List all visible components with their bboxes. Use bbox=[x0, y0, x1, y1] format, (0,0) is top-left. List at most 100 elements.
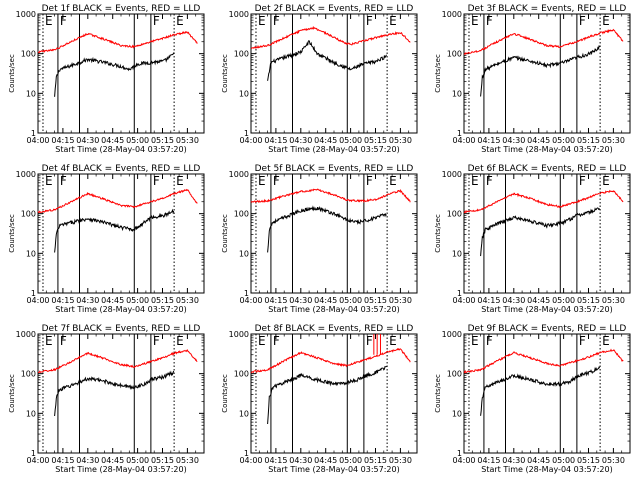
y-tick-label: 1 bbox=[31, 129, 36, 138]
events-trace bbox=[267, 205, 387, 253]
lld-trace bbox=[250, 348, 411, 374]
x-tick-label: 04:30 bbox=[502, 136, 525, 145]
y-tick-label: 1000 bbox=[16, 10, 36, 19]
y-axis-label: Counts/sec bbox=[434, 374, 442, 413]
y-tick-label: 100 bbox=[447, 210, 462, 219]
x-tick-label: 04:15 bbox=[51, 456, 74, 465]
chart-title: Det 8f BLACK = Events, RED = LLD bbox=[255, 324, 414, 334]
flag-label-e: E bbox=[176, 14, 184, 28]
y-tick-label: 1000 bbox=[442, 330, 462, 339]
flag-label-f: F bbox=[60, 334, 67, 348]
flag-label-e: E bbox=[258, 14, 266, 28]
y-axis-label: Counts/sec bbox=[8, 374, 16, 413]
x-axis-label: Start Time (28-May-04 03:57:20) bbox=[268, 145, 399, 154]
x-tick-label: 04:45 bbox=[314, 296, 337, 305]
chart-title: Det 6f BLACK = Events, RED = LLD bbox=[468, 164, 627, 174]
y-tick-label: 10 bbox=[452, 89, 462, 98]
flag-label-e: E bbox=[471, 174, 479, 188]
y-tick-label: 1 bbox=[244, 289, 249, 298]
chart-title: Det 7f BLACK = Events, RED = LLD bbox=[42, 324, 201, 334]
chart-title: Det 2f BLACK = Events, RED = LLD bbox=[255, 4, 414, 14]
y-tick-label: 100 bbox=[234, 50, 249, 59]
x-tick-label: 04:45 bbox=[527, 296, 550, 305]
y-tick-label: 1 bbox=[31, 449, 36, 458]
y-axis-label: Counts/sec bbox=[221, 374, 229, 413]
flag-label-e: E bbox=[258, 334, 266, 348]
x-tick-label: 05:00 bbox=[339, 456, 362, 465]
x-tick-label: 05:15 bbox=[577, 456, 600, 465]
flag-label-e: E bbox=[45, 334, 53, 348]
flag-label-e: E bbox=[471, 14, 479, 28]
flag-label-f: F bbox=[60, 14, 67, 28]
y-tick-label: 100 bbox=[447, 50, 462, 59]
y-tick-label: 10 bbox=[239, 249, 249, 258]
x-tick-label: 04:30 bbox=[289, 456, 312, 465]
x-tick-label: 05:15 bbox=[364, 136, 387, 145]
y-tick-label: 10 bbox=[239, 89, 249, 98]
flag-label-f: F bbox=[579, 174, 586, 188]
x-tick-label: 04:00 bbox=[26, 136, 49, 145]
x-tick-label: 04:00 bbox=[26, 456, 49, 465]
x-tick-label: 05:15 bbox=[364, 456, 387, 465]
flag-label-f: F bbox=[579, 14, 586, 28]
y-tick-label: 10 bbox=[26, 249, 36, 258]
y-tick-label: 100 bbox=[21, 210, 36, 219]
plot-frame bbox=[250, 13, 418, 134]
y-tick-label: 100 bbox=[21, 50, 36, 59]
flag-label-f: F bbox=[486, 14, 493, 28]
chart-title: Det 5f BLACK = Events, RED = LLD bbox=[255, 164, 414, 174]
x-tick-label: 04:45 bbox=[314, 136, 337, 145]
x-tick-label: 04:15 bbox=[477, 136, 500, 145]
y-tick-label: 10 bbox=[452, 249, 462, 258]
lld-trace bbox=[250, 25, 411, 50]
x-tick-label: 05:00 bbox=[552, 296, 575, 305]
flag-label-f: F bbox=[366, 334, 373, 348]
x-tick-label: 04:30 bbox=[76, 456, 99, 465]
y-tick-label: 10 bbox=[26, 89, 36, 98]
x-tick-label: 04:45 bbox=[101, 296, 124, 305]
x-tick-label: 05:15 bbox=[364, 296, 387, 305]
x-tick-label: 04:15 bbox=[264, 136, 287, 145]
flag-label-e: E bbox=[389, 334, 397, 348]
y-tick-label: 1 bbox=[457, 129, 462, 138]
x-tick-label: 04:30 bbox=[502, 296, 525, 305]
x-tick-label: 04:45 bbox=[101, 456, 124, 465]
x-tick-label: 05:30 bbox=[602, 456, 625, 465]
x-tick-label: 05:15 bbox=[577, 296, 600, 305]
x-tick-label: 04:30 bbox=[289, 296, 312, 305]
x-axis-label: Start Time (28-May-04 03:57:20) bbox=[268, 465, 399, 474]
y-tick-label: 1000 bbox=[442, 170, 462, 179]
y-tick-label: 1 bbox=[457, 289, 462, 298]
y-axis-label: Counts/sec bbox=[8, 54, 16, 93]
x-tick-label: 04:00 bbox=[239, 136, 262, 145]
y-tick-label: 100 bbox=[21, 370, 36, 379]
events-trace bbox=[267, 40, 387, 81]
chart-panel-3: Det 3f BLACK = Events, RED = LLD Counts/s… bbox=[434, 4, 631, 154]
events-trace bbox=[480, 207, 601, 257]
events-trace bbox=[480, 44, 601, 97]
x-tick-label: 04:00 bbox=[452, 136, 475, 145]
plot-frame bbox=[250, 333, 418, 454]
x-tick-label: 05:15 bbox=[151, 456, 174, 465]
x-tick-label: 05:00 bbox=[552, 456, 575, 465]
flag-label-e: E bbox=[471, 334, 479, 348]
y-tick-label: 1 bbox=[31, 289, 36, 298]
x-tick-label: 05:30 bbox=[602, 296, 625, 305]
flag-label-f: F bbox=[153, 334, 160, 348]
x-tick-label: 05:00 bbox=[126, 136, 149, 145]
flag-label-f: F bbox=[60, 174, 67, 188]
chart-title: Det 1f BLACK = Events, RED = LLD bbox=[42, 4, 201, 14]
flag-label-f: F bbox=[153, 14, 160, 28]
chart-panel-1: Det 1f BLACK = Events, RED = LLD Counts/s… bbox=[8, 4, 205, 154]
flag-label-f: F bbox=[273, 334, 280, 348]
flag-label-e: E bbox=[258, 174, 266, 188]
lld-trace bbox=[463, 348, 624, 374]
y-axis-label: Counts/sec bbox=[221, 214, 229, 253]
x-axis-label: Start Time (28-May-04 03:57:20) bbox=[481, 145, 612, 154]
flag-label-f: F bbox=[153, 174, 160, 188]
y-axis-label: Counts/sec bbox=[434, 214, 442, 253]
flag-label-e: E bbox=[45, 174, 53, 188]
y-tick-label: 10 bbox=[452, 409, 462, 418]
x-tick-label: 04:45 bbox=[314, 456, 337, 465]
chart-title: Det 4f BLACK = Events, RED = LLD bbox=[42, 164, 201, 174]
